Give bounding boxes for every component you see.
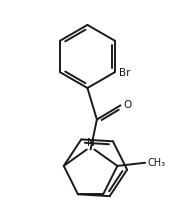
Text: O: O <box>124 100 132 110</box>
Text: CH₃: CH₃ <box>148 158 166 168</box>
Text: Br: Br <box>119 68 130 78</box>
Text: N: N <box>87 138 95 148</box>
